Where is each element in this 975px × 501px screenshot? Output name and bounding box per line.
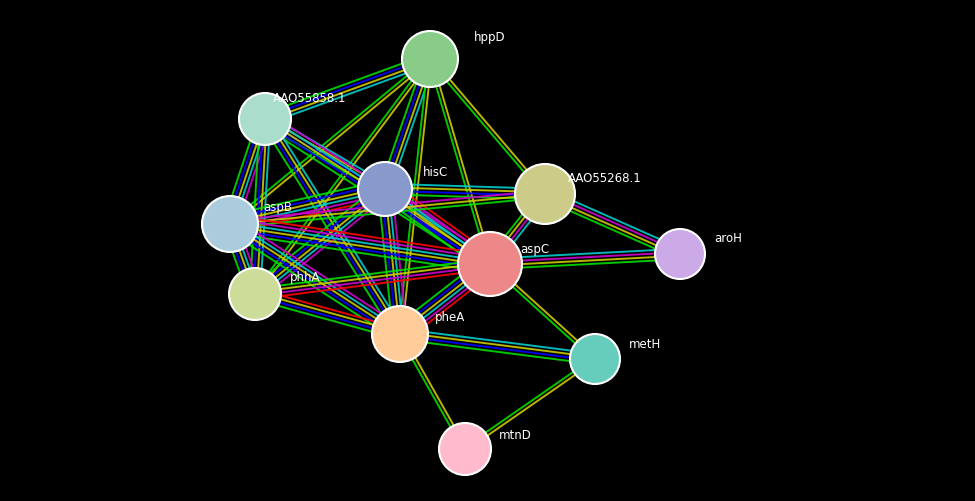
Circle shape xyxy=(372,307,428,362)
Circle shape xyxy=(439,423,491,475)
Circle shape xyxy=(570,334,620,384)
Text: mtnD: mtnD xyxy=(498,429,531,441)
Circle shape xyxy=(202,196,258,253)
Text: hppD: hppD xyxy=(474,32,506,45)
Circle shape xyxy=(239,94,291,146)
Text: AAO55268.1: AAO55268.1 xyxy=(568,171,642,184)
Text: phhA: phhA xyxy=(290,271,320,284)
Text: aroH: aroH xyxy=(714,231,742,244)
Circle shape xyxy=(515,165,575,224)
Text: aspB: aspB xyxy=(263,200,292,213)
Text: hisC: hisC xyxy=(422,165,448,178)
Text: metH: metH xyxy=(629,338,661,351)
Circle shape xyxy=(458,232,522,297)
Circle shape xyxy=(229,269,281,320)
Circle shape xyxy=(402,32,458,88)
Circle shape xyxy=(655,229,705,280)
Text: aspC: aspC xyxy=(521,243,550,256)
Text: pheA: pheA xyxy=(435,311,465,324)
Text: AAO55858.1: AAO55858.1 xyxy=(273,91,347,104)
Circle shape xyxy=(358,163,412,216)
